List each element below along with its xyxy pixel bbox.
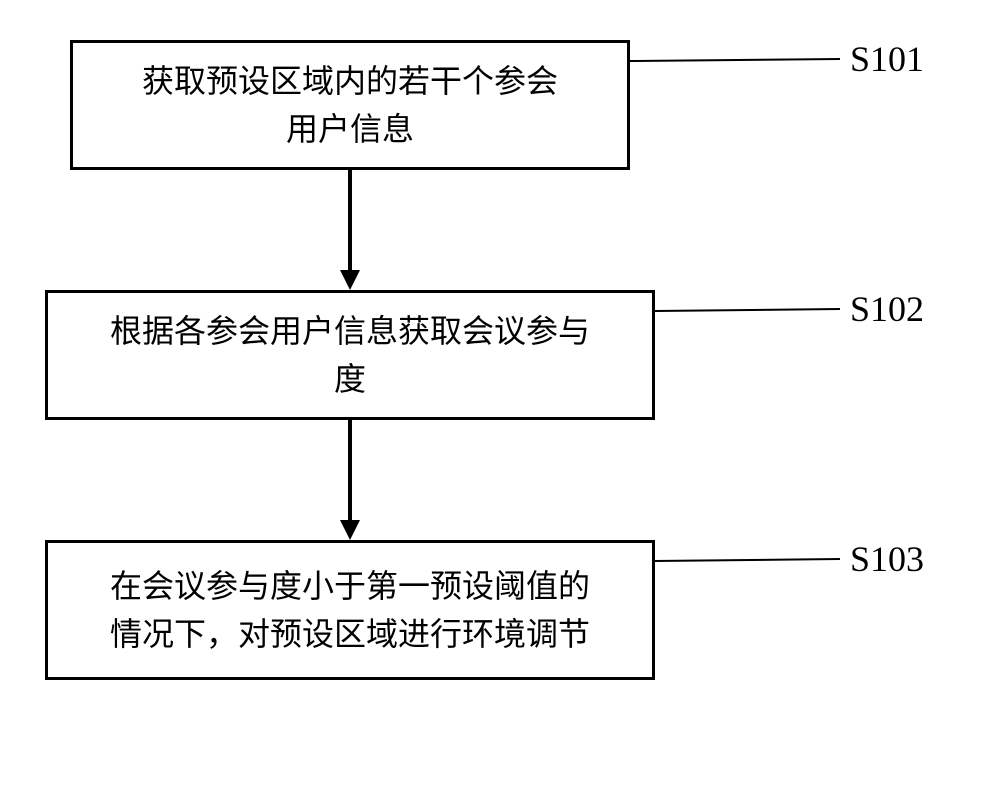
leader-line <box>655 558 840 562</box>
leader-line <box>630 58 840 62</box>
step-label-s102: S102 <box>850 288 924 330</box>
arrow-head-icon <box>340 520 360 540</box>
node-text: 在会议参与度小于第一预设阈值的 情况下，对预设区域进行环境调节 <box>110 562 590 658</box>
arrow-head-icon <box>340 270 360 290</box>
flow-node-s101: 获取预设区域内的若干个参会 用户信息 <box>70 40 630 170</box>
step-label-s101: S101 <box>850 38 924 80</box>
edge-arrow <box>348 170 352 270</box>
node-text: 根据各参会用户信息获取会议参与 度 <box>110 307 590 403</box>
node-text: 获取预设区域内的若干个参会 用户信息 <box>142 57 558 153</box>
flowchart-canvas: 获取预设区域内的若干个参会 用户信息 S101 根据各参会用户信息获取会议参与 … <box>0 0 1000 790</box>
flow-node-s103: 在会议参与度小于第一预设阈值的 情况下，对预设区域进行环境调节 <box>45 540 655 680</box>
edge-arrow <box>348 420 352 520</box>
flow-node-s102: 根据各参会用户信息获取会议参与 度 <box>45 290 655 420</box>
leader-line <box>655 308 840 312</box>
step-label-s103: S103 <box>850 538 924 580</box>
